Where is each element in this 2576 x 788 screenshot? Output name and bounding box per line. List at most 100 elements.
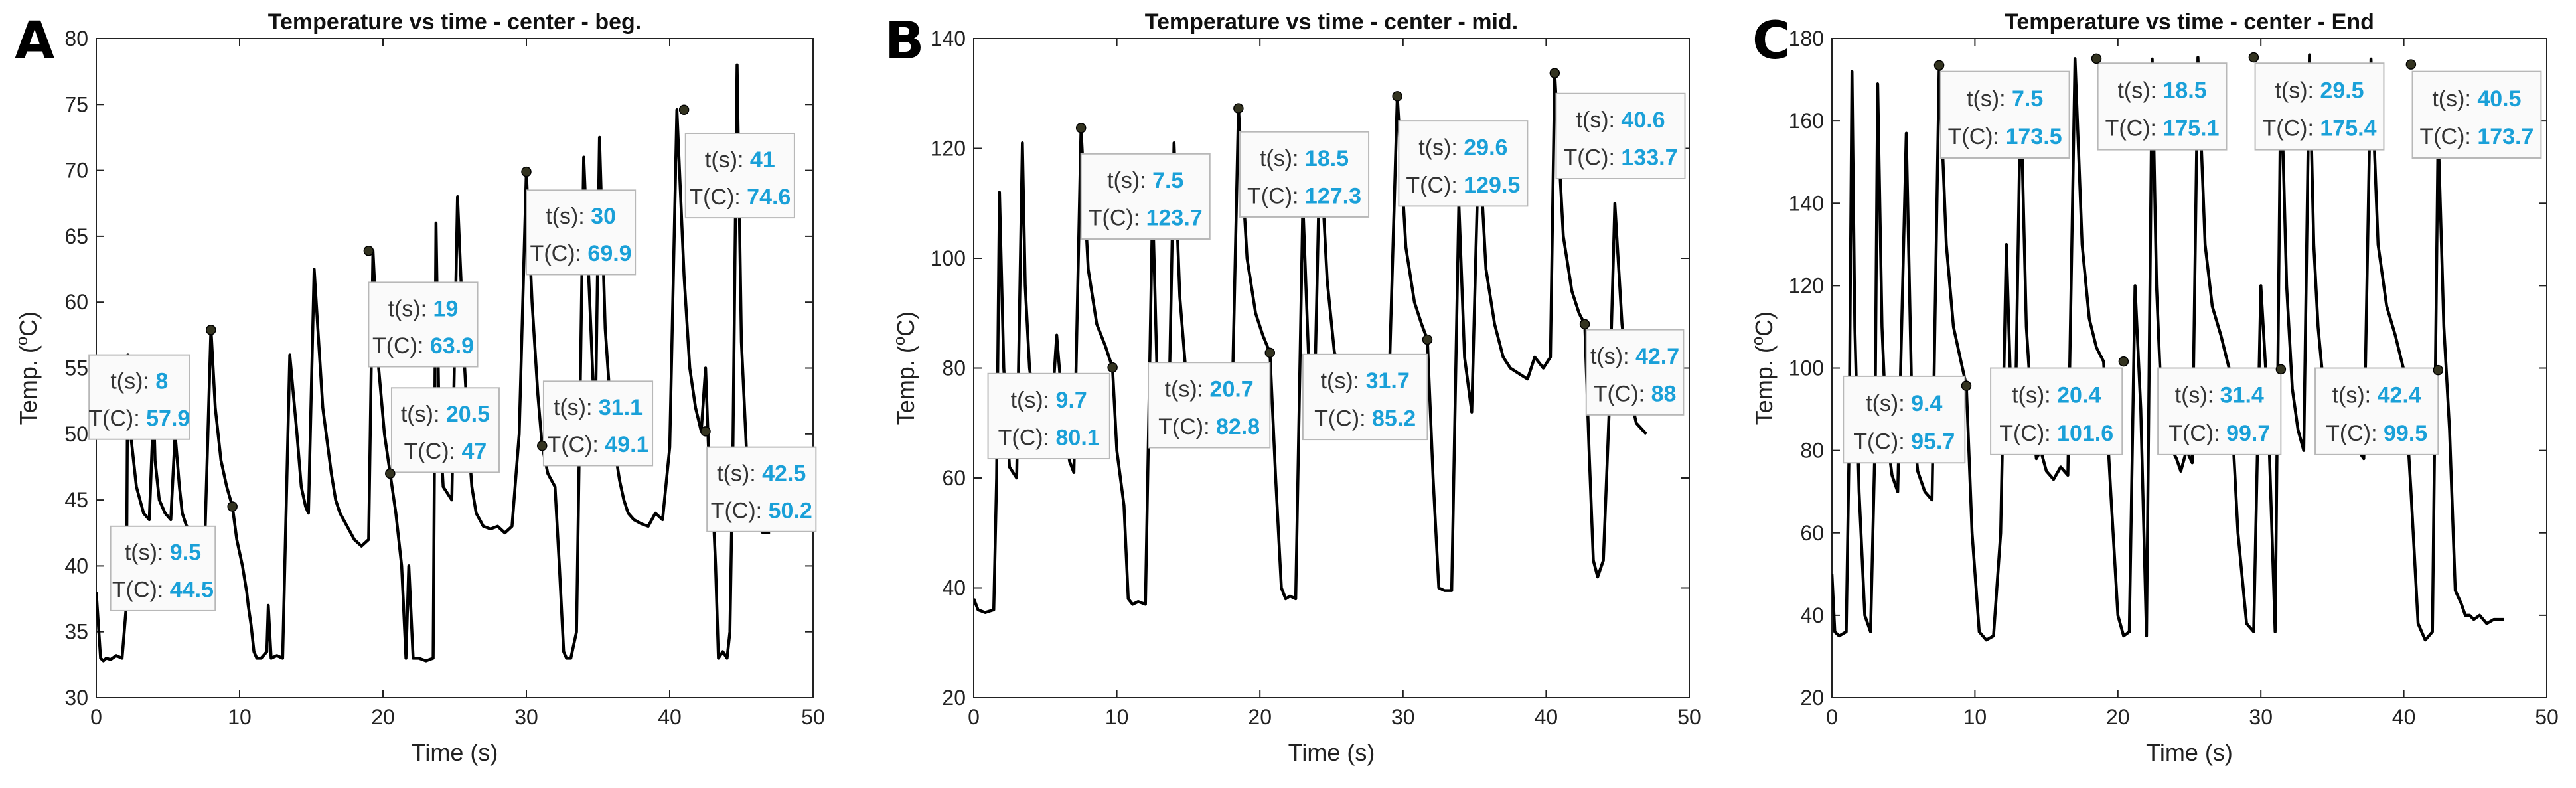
data-tip-temp: T(C): 123.7 [1089, 206, 1203, 231]
data-tip: t(s): 18.5 T(C): 175.1 [2091, 53, 2228, 151]
x-tick-label: 30 [2249, 705, 2273, 729]
data-tip-temp-key: T(C): [1948, 124, 2006, 149]
data-tip-temp: T(C): 50.2 [711, 498, 812, 523]
data-tip-temp-value: 127.3 [1305, 183, 1361, 208]
data-tip-temp-key: T(C): [372, 333, 430, 358]
y-axis-label-end: C) [15, 311, 42, 337]
x-tick-label: 30 [514, 705, 538, 729]
data-tip: t(s): 20.7 T(C): 82.8 [1148, 347, 1276, 449]
data-tip-temp: T(C): 127.3 [1247, 183, 1361, 208]
data-tip-box [706, 446, 817, 532]
data-tip-temp-value: 99.7 [2226, 421, 2270, 446]
y-axis-label-end: C) [892, 311, 919, 337]
data-tip-temp-value: 85.2 [1372, 406, 1416, 432]
data-tip-temp: T(C): 95.7 [1853, 429, 1955, 454]
data-tip-time-value: 31.7 [1366, 368, 1410, 394]
data-tip: t(s): 20.5 T(C): 47 [385, 387, 500, 479]
data-tip-temp-value: 82.8 [1216, 414, 1260, 439]
data-tip-time: t(s): 29.5 [2275, 78, 2364, 103]
data-tip: t(s): 9.4T(C): 95.7 [1843, 375, 1972, 464]
data-tip-marker [2433, 364, 2444, 376]
x-axis-label: Time (s) [2146, 739, 2233, 766]
data-tip-box [2314, 367, 2439, 455]
data-tip-temp: T(C): 44.5 [112, 578, 214, 603]
data-tip-temp-value: 133.7 [1621, 145, 1677, 170]
data-tip-temp-value: 99.5 [2384, 421, 2427, 446]
data-tip-time: t(s): 20.4 [2012, 383, 2101, 408]
y-tick-label: 100 [931, 246, 966, 270]
data-tip-marker [385, 468, 396, 479]
data-tip-marker [2248, 52, 2259, 63]
data-tip-time: t(s): 41 [705, 147, 775, 173]
y-tick-label: 60 [1800, 521, 1824, 545]
data-tip-time-key: t(s): [2332, 383, 2378, 408]
data-tip-temp-key: T(C): [547, 432, 605, 457]
data-tip-temp: T(C): 175.1 [2105, 116, 2220, 141]
data-tip-temp: T(C): 173.5 [1948, 124, 2062, 149]
data-tip-temp-key: T(C): [1853, 429, 1911, 454]
data-tip-temp-value: 80.1 [1056, 426, 1100, 451]
data-tip-marker [1075, 123, 1087, 133]
data-tip-temp-value: 88 [1651, 381, 1677, 406]
data-tip-time-value: 42.4 [2378, 383, 2421, 408]
data-tip-temp-key: T(C): [2263, 116, 2320, 141]
y-axis-label-end: C) [1750, 311, 1778, 337]
data-tip-time-key: t(s): [2432, 86, 2477, 112]
data-tip: t(s): 41T(C): 74.6 [678, 104, 795, 219]
data-tip-temp-value: 63.9 [430, 333, 474, 358]
chart-title: Temperature vs time - center - beg. [268, 9, 641, 35]
data-tip-time-value: 9.7 [1056, 388, 1087, 413]
data-tip-marker [1933, 60, 1945, 71]
data-tip-time-value: 18.5 [1305, 146, 1349, 171]
data-tip: t(s): 40.6 T(C): 133.7 [1549, 68, 1686, 180]
data-tip-time: t(s): 42.5 [717, 461, 806, 487]
data-tip-marker [537, 440, 548, 451]
data-tip-temp-value: 101.6 [2057, 421, 2113, 446]
y-tick-label: 40 [942, 576, 966, 600]
data-tip-time-key: t(s): [2012, 383, 2057, 408]
y-tick-label: 120 [1789, 274, 1824, 297]
data-tip-time-key: t(s): [705, 147, 750, 173]
data-tip-marker [206, 325, 216, 335]
y-tick-label: 80 [1800, 439, 1824, 463]
data-tip-temp-key: T(C): [530, 241, 588, 266]
y-tick-label: 160 [1789, 109, 1824, 133]
y-axis-label: Temp. (oC) [891, 311, 919, 425]
data-tip-box [2254, 62, 2385, 151]
data-tip-time: t(s): 20.7 [1165, 377, 1254, 402]
data-tip-box [1843, 375, 1966, 464]
y-tick-label: 40 [64, 554, 88, 578]
data-tip-temp: T(C): 99.5 [2326, 421, 2427, 446]
data-tip-temp-value: 69.9 [587, 241, 631, 266]
data-tip-time-value: 9.4 [1911, 391, 1942, 416]
data-tip-time-value: 20.7 [1210, 377, 1254, 402]
temperature-series-line [1832, 53, 2504, 642]
chart-panel-c: C Temperature vs time - center - End 0 10 20… [1749, 9, 2559, 766]
data-tip-temp-value: 49.1 [605, 432, 648, 457]
data-tip-temp-value: 95.7 [1911, 429, 1955, 454]
panel-letter: C [1752, 11, 1790, 71]
data-tip-marker [1422, 334, 1433, 345]
data-tip-temp: T(C): 69.9 [530, 241, 632, 266]
data-tip-time: t(s): 7.5 [1107, 168, 1183, 193]
data-tip-time-key: t(s): [1260, 146, 1305, 171]
data-tip-box [1398, 120, 1529, 207]
chart-title: Temperature vs time - center - mid. [1145, 9, 1518, 35]
data-tip-time-value: 42.7 [1635, 344, 1679, 369]
data-tip-temp-key: T(C): [1158, 414, 1216, 439]
data-tip-temp: T(C): 129.5 [1406, 173, 1520, 198]
data-tip-time: t(s): 19 [388, 296, 459, 321]
x-tick-label: 0 [90, 705, 102, 729]
data-tip-time-key: t(s): [1866, 391, 1911, 416]
data-tip-box [110, 525, 216, 611]
data-tip-temp-key: T(C): [1089, 206, 1146, 231]
data-tip-time-key: t(s): [1011, 388, 1056, 413]
data-tip-marker [700, 426, 711, 437]
data-tip-time-key: t(s): [1967, 86, 2012, 112]
data-tip-time-value: 41 [750, 147, 775, 173]
data-tip: t(s): 29.5T(C): 175.4 [2248, 52, 2385, 151]
data-tip-box [2157, 367, 2282, 455]
chart-title: Temperature vs time - center - End [2005, 9, 2374, 35]
y-tick-label: 100 [1789, 356, 1824, 380]
x-tick-label: 50 [1677, 705, 1701, 729]
